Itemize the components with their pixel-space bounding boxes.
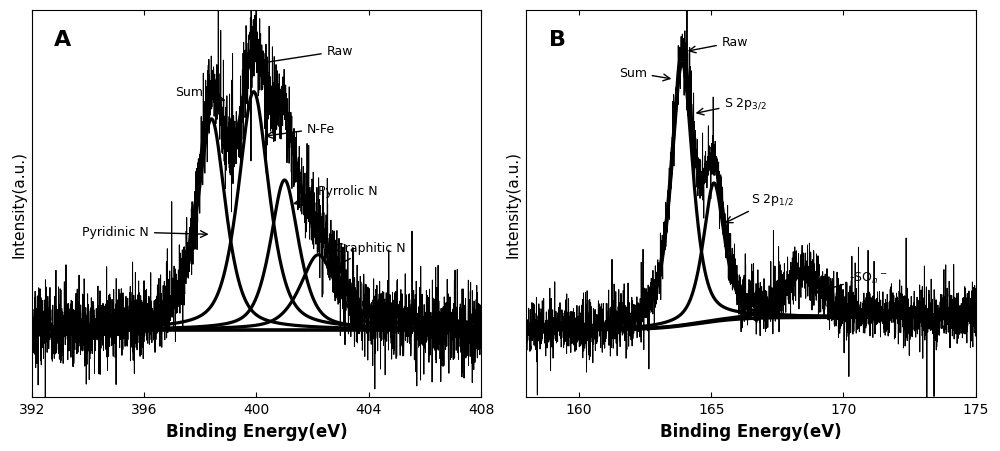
Y-axis label: Intensity(a.u.): Intensity(a.u.) bbox=[506, 151, 521, 258]
Text: Raw: Raw bbox=[257, 45, 353, 67]
X-axis label: Binding Energy(eV): Binding Energy(eV) bbox=[660, 422, 842, 440]
Text: Graphitic N: Graphitic N bbox=[328, 242, 406, 271]
Text: S 2p$_{3/2}$: S 2p$_{3/2}$ bbox=[697, 96, 767, 115]
Text: -SO$_n$$^-$: -SO$_n$$^-$ bbox=[816, 270, 887, 294]
Text: Sum: Sum bbox=[619, 67, 670, 82]
Text: S 2p$_{1/2}$: S 2p$_{1/2}$ bbox=[726, 193, 794, 223]
Text: B: B bbox=[549, 30, 566, 51]
X-axis label: Binding Energy(eV): Binding Energy(eV) bbox=[166, 422, 347, 440]
Text: Raw: Raw bbox=[689, 37, 748, 54]
Text: Pyridinic N: Pyridinic N bbox=[82, 226, 207, 239]
Text: Pyrrolic N: Pyrrolic N bbox=[294, 185, 378, 206]
Text: A: A bbox=[54, 30, 71, 51]
Y-axis label: Intensity(a.u.): Intensity(a.u.) bbox=[11, 151, 26, 258]
Text: Sum: Sum bbox=[175, 86, 224, 103]
Text: N-Fe: N-Fe bbox=[266, 123, 335, 139]
